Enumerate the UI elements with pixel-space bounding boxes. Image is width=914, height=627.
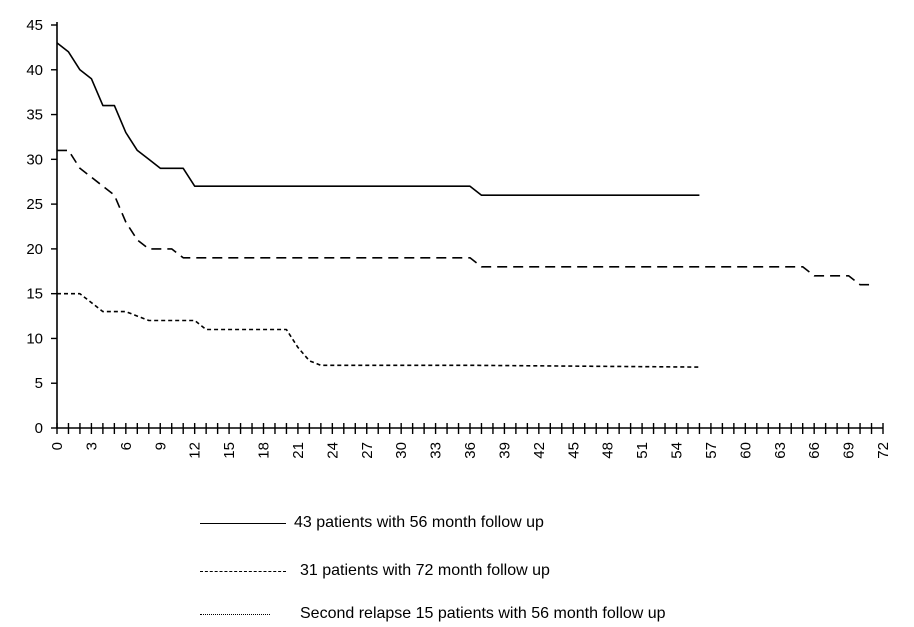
y-tick-label: 5 [35, 375, 43, 392]
x-tick-label: 51 [634, 442, 651, 459]
legend-item-3: Second relapse 15 patients with 56 month… [190, 603, 890, 627]
legend-swatch-dotted [200, 614, 270, 615]
x-tick-label: 0 [49, 442, 66, 450]
legend-label-2: 31 patients with 72 month follow up [300, 562, 550, 579]
x-tick-label: 54 [669, 442, 686, 459]
x-tick-label: 18 [256, 442, 273, 459]
y-tick-label: 15 [26, 286, 43, 303]
x-tick-label: 69 [841, 442, 858, 459]
y-axis: 0 5 10 15 20 25 30 35 40 45 [26, 17, 58, 437]
legend-swatch-dashed [200, 571, 286, 572]
x-tick-label: 63 [772, 442, 789, 459]
x-tick-label: 30 [393, 442, 410, 459]
series-line-dashed [57, 149, 872, 286]
x-tick-label: 15 [221, 442, 238, 459]
x-tick-label: 72 [875, 442, 892, 459]
series-line-dotted [57, 292, 700, 368]
y-tick-label: 25 [26, 196, 43, 213]
x-tick-label: 3 [83, 442, 100, 450]
x-axis: 0 3 6 9 12 15 18 21 24 27 30 33 36 39 42 45 48 51 54 57 60 63… [49, 423, 892, 459]
y-tick-label: 45 [26, 17, 43, 34]
x-tick-label: 9 [152, 442, 169, 450]
x-tick-label: 6 [118, 442, 135, 450]
y-tick-label: 0 [35, 420, 43, 437]
x-tick-label: 45 [565, 442, 582, 459]
legend-label-3: Second relapse 15 patients with 56 month… [300, 605, 666, 622]
x-tick-label: 42 [531, 442, 548, 459]
x-tick-label: 48 [600, 442, 617, 459]
x-tick-label: 24 [324, 442, 341, 459]
x-tick-label: 60 [737, 442, 754, 459]
x-tick-label: 12 [187, 442, 204, 459]
x-tick-label: 66 [806, 442, 823, 459]
x-tick-label: 39 [496, 442, 513, 459]
series-line-solid [56, 42, 700, 196]
x-tick-label: 33 [428, 442, 445, 459]
legend-item-1: 43 patients with 56 month follow up [190, 512, 890, 536]
y-tick-label: 10 [26, 330, 43, 347]
x-tick-label: 27 [359, 442, 376, 459]
series-lines [56, 42, 872, 368]
x-tick-label: 21 [290, 442, 307, 459]
legend-label-1: 43 patients with 56 month follow up [294, 514, 544, 531]
legend-swatch-solid [200, 523, 286, 524]
x-tick-label: 36 [462, 442, 479, 459]
y-tick-label: 30 [26, 151, 43, 168]
y-tick-label: 35 [26, 107, 43, 124]
y-tick-label: 40 [26, 62, 43, 79]
legend-item-2: 31 patients with 72 month follow up [190, 560, 890, 584]
x-tick-label: 57 [703, 442, 720, 459]
y-tick-label: 20 [26, 241, 43, 258]
